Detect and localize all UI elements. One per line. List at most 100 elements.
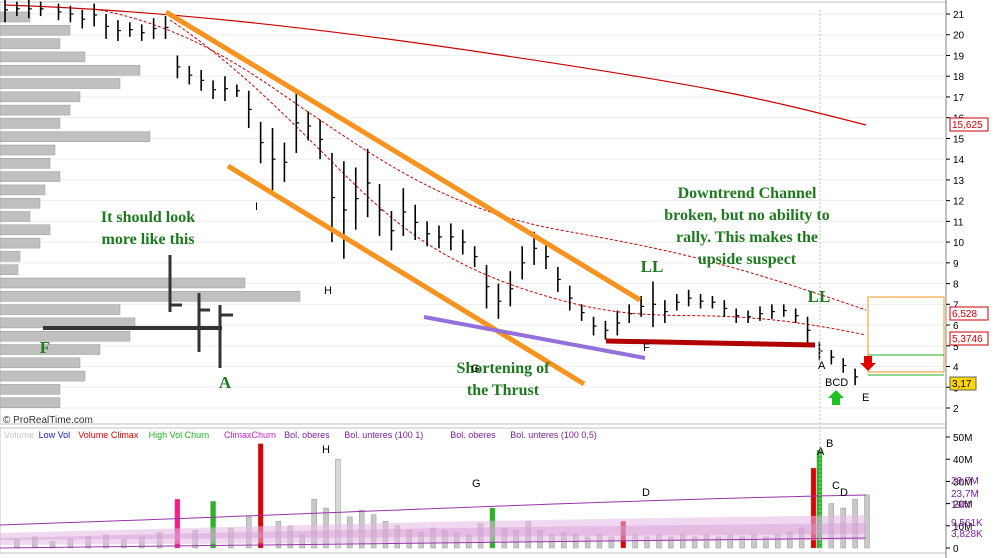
volume-profile-bar [0, 397, 61, 408]
volume-profile-bar [0, 131, 151, 142]
annotation-f: F [40, 338, 50, 357]
volume-profile-bar [0, 118, 61, 129]
bollinger-band-outer [0, 515, 866, 545]
volume-legend-item: Volume [4, 430, 34, 440]
vol-label-a: A [817, 446, 825, 458]
volume-profile-bar [0, 171, 61, 182]
point-label-i: I [255, 201, 258, 213]
thrust-line [423, 315, 646, 360]
price-tick-label: 7 [953, 300, 959, 311]
volume-legend-item: ClimaxChurn [224, 430, 276, 440]
volume-profile-bar [0, 264, 19, 275]
volume-profile-bar [0, 251, 21, 262]
volume-bar [257, 443, 264, 549]
price-tick-label: 4 [953, 363, 959, 374]
badge-last-bg [949, 376, 977, 391]
volume-legend-item: Bol. unteres (100 1) [344, 430, 423, 440]
channel-upper-line [164, 9, 642, 303]
price-tick-label: 6 [953, 321, 959, 332]
volume-tick-label: 0 [953, 544, 959, 555]
annotation-downtrend-2: broken, but no ability to [664, 207, 830, 224]
vol-label-b: B [826, 438, 833, 450]
price-axis: 21201918171615141312111098765432 [946, 10, 965, 415]
volume-profile-bar [0, 197, 41, 209]
volume-legend-item: Bol. oberes [284, 430, 330, 440]
volume-profile-bar [0, 237, 41, 249]
target-box [867, 296, 945, 373]
volume-badges: 29,7M 23,7M 19M 9,561K 3,828K [951, 476, 983, 540]
volume-bar [174, 498, 181, 549]
annotation-ll-2: LL [808, 287, 831, 306]
annotation-a: A [219, 373, 232, 392]
volume-profile-bar [0, 158, 51, 169]
bollinger-upper-line [0, 494, 867, 526]
badge-ma-mid-bg [949, 306, 989, 321]
price-bars [4, 0, 859, 386]
volume-profile-bar [0, 357, 81, 369]
vbadge-3: 19M [951, 500, 970, 511]
volume-tick-label: 20M [953, 500, 972, 511]
channel-lower-line [226, 163, 586, 387]
price-tick-label: 15 [953, 134, 965, 145]
volume-profile-bar [0, 277, 246, 289]
volume-profile-bar [0, 184, 46, 196]
ma-mid-line [99, 9, 867, 311]
bollinger-band-inner [0, 523, 866, 540]
point-label-bcd: BCD [825, 377, 848, 389]
price-panel [0, 1, 947, 425]
annotation-should-look-1: It should look [101, 209, 195, 226]
volume-legend: Volume Low Vol Volume Climax High Vol Churn… [4, 430, 597, 440]
price-tick-label: 17 [953, 93, 965, 104]
point-label-f: F [643, 342, 650, 354]
price-tick-label: 21 [953, 10, 965, 21]
volume-profile-bar [0, 38, 61, 49]
arrow-up-icon [828, 390, 844, 405]
badge-ma-mid: 6,528 [952, 309, 977, 320]
volume-profile [0, 11, 301, 408]
volume-bar [335, 459, 341, 549]
volume-profile-bar [0, 224, 51, 236]
point-label-a: A [818, 360, 826, 372]
price-tick-label: 10 [953, 238, 965, 249]
vbadge-2: 23,7M [951, 489, 979, 500]
volume-profile-bar [0, 91, 81, 103]
badge-ma-long-bg [949, 117, 989, 132]
volume-tick-label: 10M [953, 522, 972, 533]
point-label-e: E [862, 392, 869, 404]
volume-legend-item: Bol. oberes [450, 430, 496, 440]
volume-profile-bar [0, 104, 71, 116]
price-tick-label: 12 [953, 197, 965, 208]
vol-label-g: G [472, 478, 481, 490]
volume-bar [810, 467, 817, 549]
point-label-g: G [471, 363, 480, 375]
volume-profile-bar [0, 144, 56, 156]
volume-profile-bar [0, 291, 301, 302]
volume-tick-label: 50M [953, 433, 972, 444]
badge-ma-long: 15,625 [952, 120, 983, 131]
volume-profile-bar [0, 330, 131, 342]
annotation-downtrend-4: upside suspect [698, 251, 797, 268]
arrow-down-icon [860, 356, 876, 371]
volume-profile-bar [0, 25, 71, 36]
volume-tick-label: 30M [953, 477, 972, 488]
price-tick-label: 5 [953, 342, 959, 353]
price-tick-label: 13 [953, 176, 965, 187]
annotation-shortening-1: Shortening of [457, 360, 551, 377]
price-tick-label: 14 [953, 155, 965, 166]
volume-legend-item: Volume Climax [78, 430, 139, 440]
price-tick-label: 9 [953, 259, 959, 270]
vol-label-d2: D [840, 487, 848, 499]
volume-profile-bar [0, 211, 31, 222]
price-tick-label: 2 [953, 404, 959, 415]
volume-legend-item: High Vol Churn [149, 430, 210, 440]
volume-profile-bar [0, 384, 61, 395]
volume-profile-bar [0, 370, 86, 382]
price-badges: 15,625 6,528 5,3746 3,17 [949, 117, 989, 391]
vol-label-c: C [832, 480, 840, 492]
price-tick-label: 20 [953, 31, 965, 42]
vbadge-5: 3,828K [951, 529, 983, 540]
volume-profile-bar [0, 304, 121, 315]
volume-legend-item: Low Vol [39, 430, 71, 440]
price-tick-label: 8 [953, 280, 959, 291]
